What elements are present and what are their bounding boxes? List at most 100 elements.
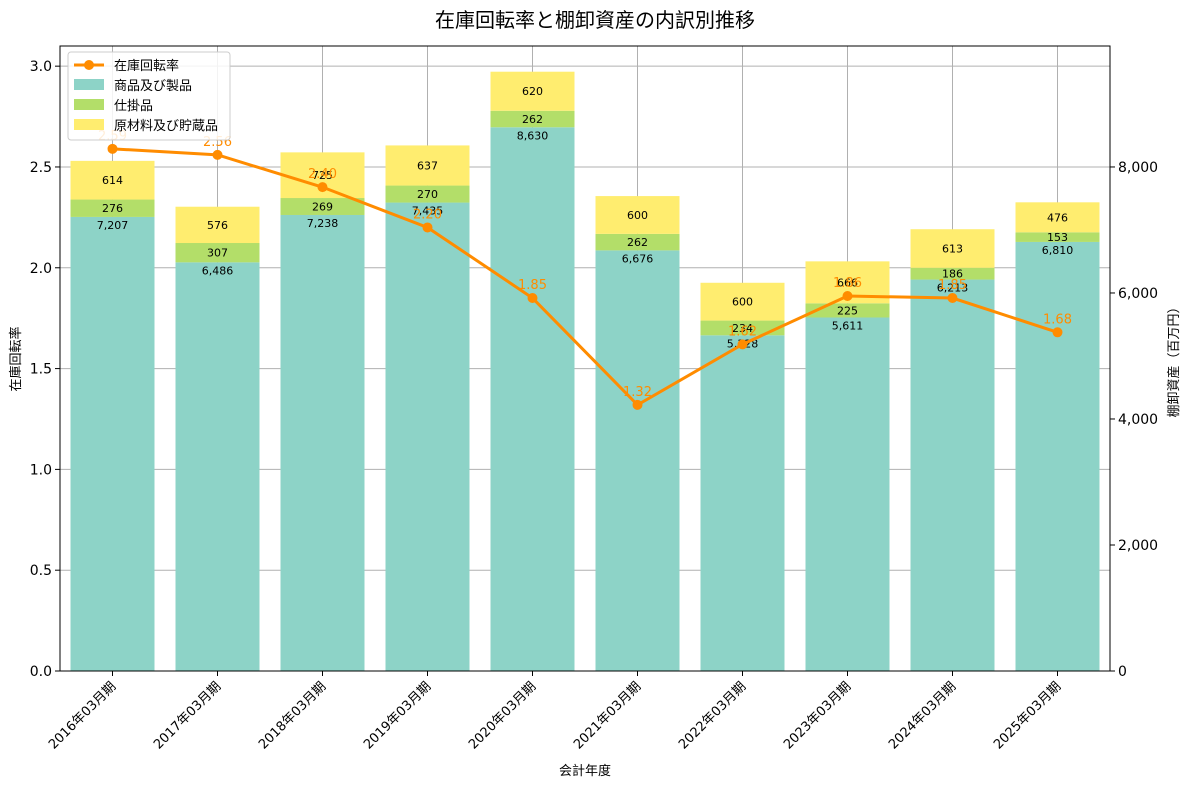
turnover-point	[842, 291, 853, 301]
tick-label-left: 1.5	[30, 362, 52, 378]
bar-segment	[490, 71, 575, 111]
tick-label-x: 2021年03月期	[571, 679, 644, 752]
bar-value-label: 476	[1047, 211, 1068, 224]
bar-segment	[910, 267, 995, 280]
bar-value-label: 600	[627, 209, 648, 222]
bar-segment	[910, 229, 995, 268]
plot-frame	[59, 45, 1111, 672]
bar-segment	[490, 110, 575, 128]
bar-value-label: 6,676	[622, 252, 654, 265]
bar-segment	[595, 233, 680, 251]
bar-segment	[385, 145, 470, 186]
bar-value-label: 262	[522, 113, 543, 126]
tick-label-right: 8,000	[1118, 160, 1158, 176]
tick-label-x: 2022年03月期	[676, 679, 749, 752]
bar-labels: 7,2076,4867,2387,4358,6306,6765,3285,611…	[97, 85, 1074, 350]
tick-label-x: 2017年03月期	[151, 679, 224, 752]
turnover-label: 1.62	[728, 324, 757, 339]
legend-label: 在庫回転率	[114, 58, 179, 74]
turnover-point	[212, 149, 223, 160]
bar-value-label: 7,207	[97, 219, 129, 232]
bar-segment	[175, 262, 260, 671]
legend-swatch	[74, 119, 104, 130]
tick-label-left: 2.5	[30, 160, 52, 176]
bar-segment	[280, 214, 365, 672]
bar-value-label: 262	[627, 236, 648, 249]
turnover-label: 1.68	[1043, 312, 1072, 327]
bar-value-label: 6,213	[937, 282, 969, 295]
tick-label-right: 2,000	[1118, 538, 1158, 554]
bar-segment	[280, 198, 365, 215]
turnover-line-path	[112, 147, 1058, 407]
bar-value-label: 6,810	[1042, 244, 1074, 257]
tick-label-x: 2018年03月期	[256, 679, 329, 752]
tick-label-left: 0.5	[30, 563, 52, 579]
bar-value-label: 614	[102, 174, 123, 187]
turnover-line: 2.592.562.402.201.851.321.621.861.851.68	[98, 129, 1072, 410]
tick-label-x: 2023年03月期	[781, 679, 854, 752]
turnover-label: 1.85	[518, 278, 547, 293]
turnover-point	[632, 399, 643, 410]
bar-value-label: 225	[837, 304, 858, 317]
bar-segment	[700, 335, 785, 671]
tick-label-left: 3.0	[30, 59, 52, 75]
bar-value-label: 666	[837, 276, 858, 289]
bar-segment	[1015, 232, 1100, 242]
tick-label-right: 0	[1118, 664, 1127, 680]
bar-value-label: 7,238	[307, 217, 339, 230]
bar-segment	[70, 199, 155, 217]
tick-label-right: 4,000	[1118, 412, 1158, 428]
turnover-label: 2.20	[413, 207, 442, 222]
turnover-point	[1052, 327, 1063, 338]
y-axis-left-label: 在庫回転率	[8, 326, 24, 391]
tick-label-left: 2.0	[30, 261, 52, 277]
bar-value-label: 6,486	[202, 264, 234, 277]
bar-segment	[385, 185, 470, 203]
turnover-point	[317, 182, 328, 193]
tick-label-left: 0.0	[30, 664, 52, 680]
legend-label: 仕掛品	[114, 99, 153, 114]
turnover-label: 1.86	[833, 276, 862, 291]
bar-value-label: 725	[312, 169, 333, 182]
bar-segment	[805, 317, 890, 671]
legend-label: 原材料及び貯蔵品	[114, 119, 218, 134]
turnover-label: 1.32	[623, 385, 652, 400]
tick-label-left: 1.0	[30, 462, 52, 478]
chart-title: 在庫回転率と棚卸資産の内訳別推移	[435, 8, 755, 32]
bar-segment	[910, 279, 995, 671]
bar-value-label: 270	[417, 188, 438, 201]
tick-label-x: 2019年03月期	[361, 679, 434, 752]
legend-swatch-marker	[84, 60, 94, 70]
turnover-label: 2.40	[308, 167, 337, 182]
turnover-point	[527, 293, 538, 304]
bar-value-label: 7,435	[412, 205, 444, 218]
bar-value-label: 620	[522, 85, 543, 98]
bar-segment	[70, 160, 155, 200]
bar-value-label: 8,630	[517, 129, 549, 142]
tick-label-x: 2025年03月期	[991, 679, 1064, 752]
bar-segment	[385, 202, 470, 672]
tick-label-x: 2016年03月期	[46, 679, 119, 752]
legend-swatch	[74, 99, 104, 110]
bar-segment	[175, 243, 260, 263]
legend-label: 商品及び製品	[114, 79, 192, 94]
tick-label-right: 6,000	[1118, 286, 1158, 302]
legend-box	[67, 51, 231, 141]
turnover-point	[422, 222, 433, 233]
y-axis-right-label: 棚卸資産（百万円）	[1166, 300, 1182, 417]
bar-value-label: 5,611	[832, 319, 864, 332]
bar-segment	[175, 206, 260, 244]
turnover-point	[737, 339, 748, 350]
bar-value-label: 637	[417, 159, 438, 172]
tick-label-x: 2024年03月期	[886, 679, 959, 752]
bar-segment	[595, 196, 680, 234]
tick-label-x: 2020年03月期	[466, 679, 539, 752]
bar-segment	[1015, 241, 1100, 671]
bars	[70, 71, 1100, 672]
bar-value-label: 153	[1047, 231, 1068, 244]
turnover-label: 1.85	[938, 278, 967, 293]
bar-value-label: 276	[102, 202, 123, 215]
bar-value-label: 307	[207, 247, 228, 260]
